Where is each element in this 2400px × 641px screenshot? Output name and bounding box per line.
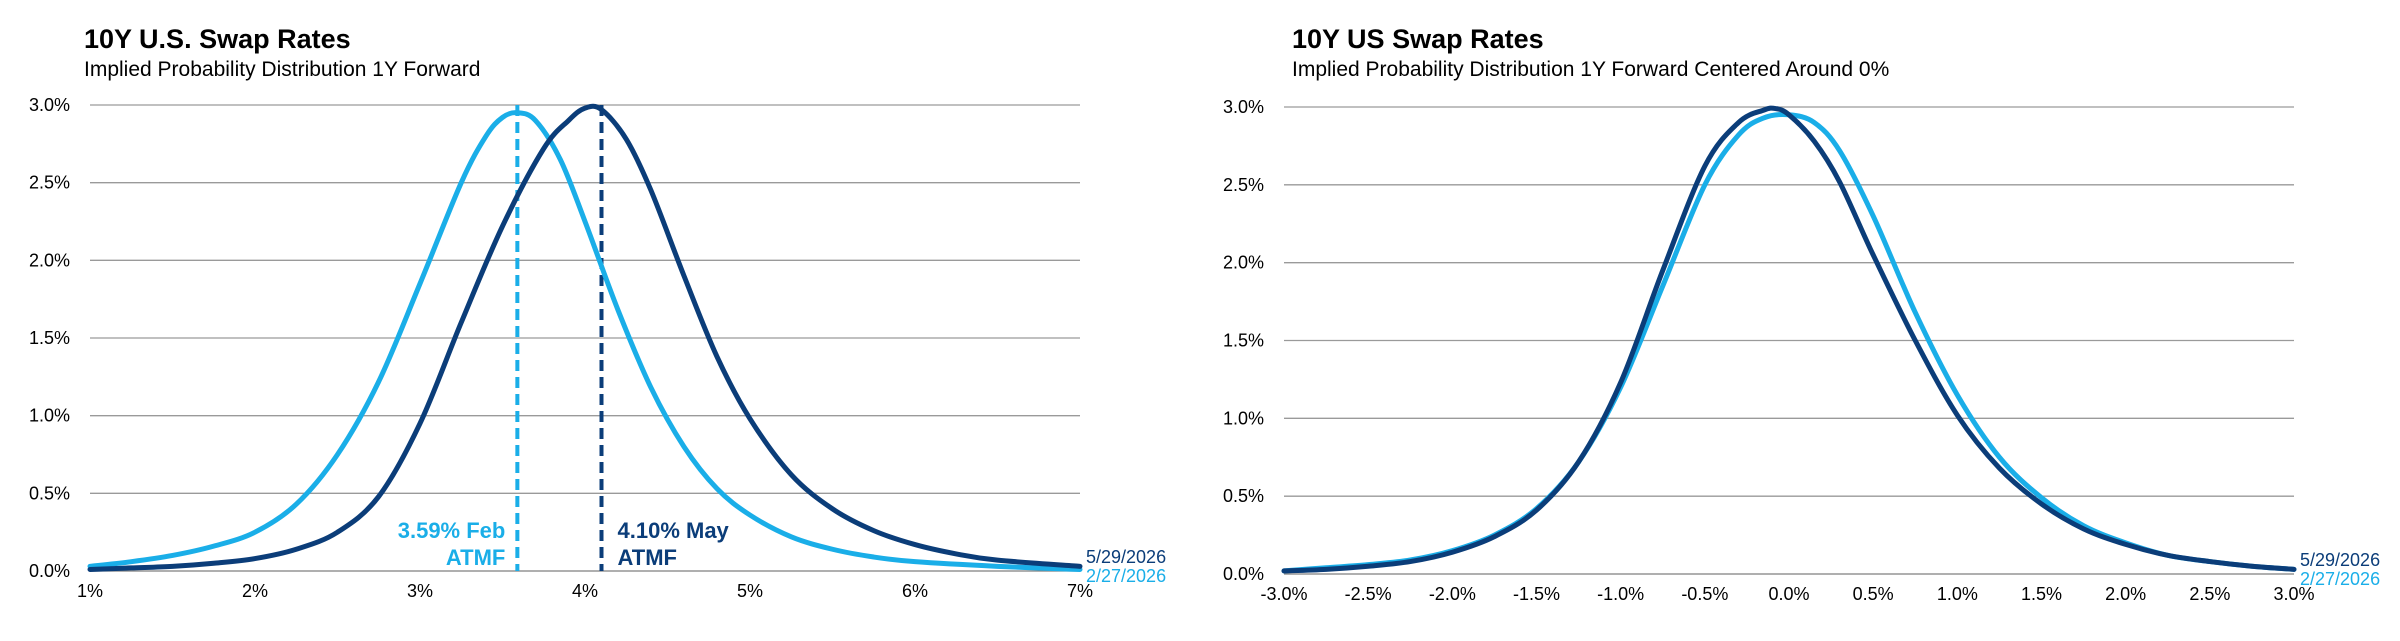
atmf-label-line1: 4.10% May — [618, 518, 730, 543]
x-tick-label: 1.0% — [1937, 584, 1978, 604]
atmf-label-line1: 3.59% Feb — [398, 518, 506, 543]
legend-entry: 2/27/2026 — [2300, 569, 2380, 589]
x-tick-label: 3.0% — [2273, 584, 2314, 604]
series-line-0 — [87, 110, 1083, 572]
series-line-1 — [1281, 105, 2297, 574]
y-tick-label: 0.5% — [29, 483, 70, 503]
x-tick-label: 0.0% — [1768, 584, 1809, 604]
left-chart-panel: 10Y U.S. Swap Rates Implied Probability … — [29, 24, 1166, 601]
x-tick-label: -2.5% — [1345, 584, 1392, 604]
x-tick-label: 0.5% — [1853, 584, 1894, 604]
legend-entry: 2/27/2026 — [1086, 566, 1166, 586]
y-tick-label: 1.0% — [29, 406, 70, 426]
x-tick-label: -1.5% — [1513, 584, 1560, 604]
y-tick-label: 3.0% — [1223, 97, 1264, 117]
right-chart-title: 10Y US Swap Rates — [1292, 24, 1544, 54]
series-line-0 — [1281, 111, 2297, 574]
y-tick-label: 2.0% — [29, 250, 70, 270]
y-tick-label: 1.5% — [29, 328, 70, 348]
right-chart-panel: 10Y US Swap Rates Implied Probability Di… — [1200, 0, 2400, 641]
x-tick-label: 7% — [1067, 581, 1093, 601]
right-chart-subtitle: Implied Probability Distribution 1Y Forw… — [1292, 58, 1890, 81]
x-tick-label: 3% — [407, 581, 433, 601]
y-tick-label: 0.0% — [1223, 564, 1264, 584]
left-chart-title: 10Y U.S. Swap Rates — [84, 24, 351, 54]
atmf-label-line2: ATMF — [618, 545, 677, 570]
legend-entry: 5/29/2026 — [2300, 550, 2380, 570]
x-tick-label: 1% — [77, 581, 103, 601]
x-tick-label: 2.0% — [2105, 584, 2146, 604]
x-tick-label: 5% — [737, 581, 763, 601]
right-chart-plot: 0.0% 0.5% 1.0% 1.5% 2.0% 2.5% 3.0% -3.0% -2.5% -2… — [1223, 97, 2380, 604]
y-tick-label: 0.5% — [1223, 486, 1264, 506]
y-tick-label: 3.0% — [29, 95, 70, 115]
left-chart-subtitle: Implied Probability Distribution 1Y Forw… — [84, 58, 481, 81]
y-tick-label: 2.5% — [1223, 175, 1264, 195]
x-tick-label: 6% — [902, 581, 928, 601]
x-tick-label: -0.5% — [1681, 584, 1728, 604]
x-tick-label: 4% — [572, 581, 598, 601]
atmf-label-line2: ATMF — [446, 545, 505, 570]
x-tick-label: 1.5% — [2021, 584, 2062, 604]
y-tick-label: 1.5% — [1223, 331, 1264, 351]
y-tick-label: 2.5% — [29, 173, 70, 193]
x-tick-label: -2.0% — [1429, 584, 1476, 604]
x-tick-label: -1.0% — [1597, 584, 1644, 604]
legend-entry: 5/29/2026 — [1086, 547, 1166, 567]
left-chart-plot: 0.0% 0.5% 1.0% 1.5% 2.0% 2.5% 3.0% 1% 2% 3% 4% 5% 6%… — [29, 95, 1166, 601]
series-line-1 — [87, 103, 1083, 572]
y-tick-label: 2.0% — [1223, 253, 1264, 273]
y-tick-label: 0.0% — [29, 561, 70, 581]
y-tick-label: 1.0% — [1223, 408, 1264, 428]
x-tick-label: -3.0% — [1260, 584, 1307, 604]
x-tick-label: 2% — [242, 581, 268, 601]
x-tick-label: 2.5% — [2189, 584, 2230, 604]
